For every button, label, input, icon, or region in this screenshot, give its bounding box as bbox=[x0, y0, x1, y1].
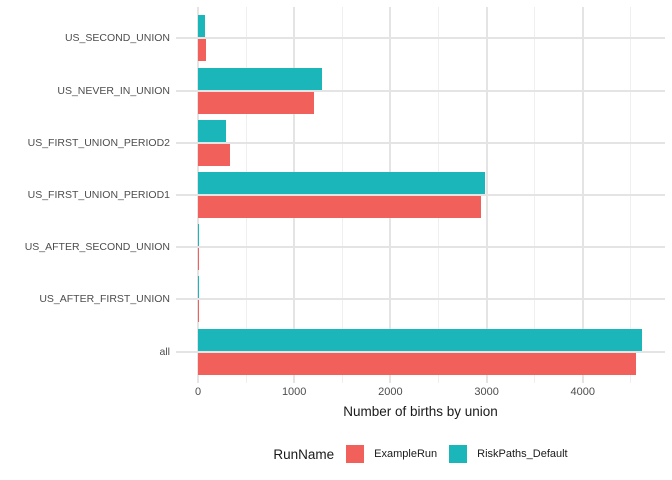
legend-label: ExampleRun bbox=[374, 448, 438, 460]
bar-RiskPaths_Default-all bbox=[198, 328, 643, 351]
y-axis-label: US_SECOND_UNION bbox=[64, 32, 170, 45]
gridline-major-horizontal bbox=[176, 298, 665, 301]
legend-label: RiskPaths_Default bbox=[477, 448, 568, 460]
x-axis-tick-label: 1000 bbox=[281, 386, 307, 398]
x-axis-tick-label: 2000 bbox=[378, 386, 403, 398]
bar-ExampleRun-all bbox=[198, 352, 636, 375]
gridline-major-horizontal bbox=[176, 193, 665, 196]
legend-title: RunName bbox=[273, 446, 335, 462]
y-axis-label: US_AFTER_FIRST_UNION bbox=[39, 293, 170, 306]
bar-RiskPaths_Default-US_NEVER_IN_UNION bbox=[198, 67, 323, 90]
x-axis-tick-label: 0 bbox=[194, 386, 202, 398]
legend-swatch-RiskPaths_Default bbox=[449, 445, 468, 463]
x-axis-title: Number of births by union bbox=[343, 404, 498, 419]
legend-item-ExampleRun: ExampleRun bbox=[346, 445, 437, 463]
bar-RiskPaths_Default-US_FIRST_UNION_PERIOD1 bbox=[198, 171, 485, 194]
bar-ExampleRun-US_FIRST_UNION_PERIOD1 bbox=[198, 195, 481, 218]
legend-items: ExampleRun RiskPaths_Default bbox=[346, 445, 568, 463]
gridline-major-horizontal bbox=[176, 37, 665, 40]
legend: RunName ExampleRun RiskPaths_Default bbox=[176, 442, 665, 466]
bar-ExampleRun-US_AFTER_SECOND_UNION bbox=[198, 248, 200, 271]
y-axis-label: US_AFTER_SECOND_UNION bbox=[24, 241, 170, 254]
y-axis-label: US_FIRST_UNION_PERIOD1 bbox=[27, 188, 170, 201]
gridline-major-horizontal bbox=[176, 350, 665, 353]
x-axis-tick-label: 4000 bbox=[570, 386, 596, 398]
bar-ExampleRun-US_FIRST_UNION_PERIOD2 bbox=[198, 143, 230, 166]
y-axis-label: US_FIRST_UNION_PERIOD2 bbox=[27, 136, 170, 149]
x-axis-tick-label: 3000 bbox=[474, 386, 499, 398]
bar-RiskPaths_Default-US_SECOND_UNION bbox=[198, 15, 205, 38]
bar-RiskPaths_Default-US_AFTER_SECOND_UNION bbox=[198, 224, 200, 247]
bar-RiskPaths_Default-US_AFTER_FIRST_UNION bbox=[198, 276, 200, 299]
bar-ExampleRun-US_AFTER_FIRST_UNION bbox=[198, 300, 200, 323]
bar-ExampleRun-US_NEVER_IN_UNION bbox=[198, 91, 315, 114]
gridline-major-horizontal bbox=[176, 89, 665, 92]
bar-ExampleRun-US_SECOND_UNION bbox=[198, 39, 206, 62]
gridline-major-horizontal bbox=[176, 141, 665, 144]
plot-panel bbox=[176, 7, 665, 383]
legend-item-RiskPaths_Default: RiskPaths_Default bbox=[449, 445, 568, 463]
y-axis-label: all bbox=[159, 345, 170, 358]
gridline-major-horizontal bbox=[176, 246, 665, 249]
legend-swatch-ExampleRun bbox=[346, 445, 365, 463]
bar-RiskPaths_Default-US_FIRST_UNION_PERIOD2 bbox=[198, 119, 226, 142]
y-axis-label: US_NEVER_IN_UNION bbox=[57, 84, 170, 97]
